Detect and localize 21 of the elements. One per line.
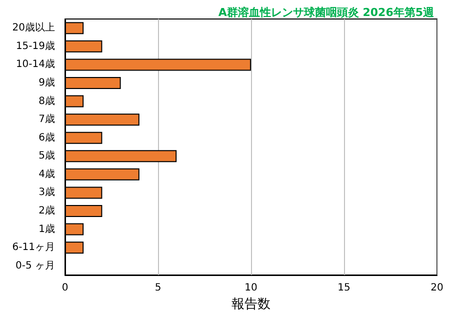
x-tick-label: 10 xyxy=(244,282,258,294)
y-tick-label: 8歳 xyxy=(38,94,55,107)
y-tick-label: 20歳以上 xyxy=(12,22,55,34)
y-tick-label: 9歳 xyxy=(38,76,55,88)
y-tick-label: 7歳 xyxy=(38,113,55,126)
y-tick-label: 1歳 xyxy=(38,222,55,235)
y-tick-label: 0-5 ヶ月 xyxy=(15,260,55,272)
y-tick-label: 15-19歳 xyxy=(16,40,55,52)
y-tick-label: 6-11ヶ月 xyxy=(12,242,55,254)
x-axis-title: 報告数 xyxy=(232,296,270,312)
x-tick-label: 15 xyxy=(338,282,350,294)
y-tick-label: 5歳 xyxy=(38,150,55,162)
y-tick-label: 3歳 xyxy=(38,186,55,198)
x-tick-label: 5 xyxy=(154,282,162,294)
y-tick-label: 2歳 xyxy=(38,204,55,216)
y-tick-label: 10-14歳 xyxy=(16,58,55,70)
chart-title: A群溶血性レンサ球菌咽頭炎 2026年第5週 xyxy=(218,6,435,19)
y-tick-label: 4歳 xyxy=(38,168,55,180)
y-tick-label: 6歳 xyxy=(38,131,55,144)
x-tick-label: 20 xyxy=(430,282,444,294)
x-tick-label: 0 xyxy=(62,282,68,294)
